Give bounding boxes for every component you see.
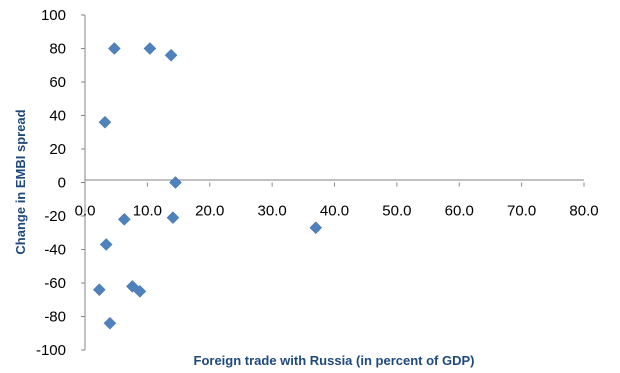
x-tick-label: 50.0 (382, 203, 411, 220)
x-tick-label: 20.0 (195, 203, 224, 220)
data-point (126, 279, 139, 293)
x-tick-label: 80.0 (569, 203, 598, 220)
y-tick-label: 40 (49, 108, 66, 125)
y-tick-label: -20 (44, 208, 66, 225)
y-tick-label: 100 (41, 7, 66, 24)
x-tick-label: 60.0 (445, 203, 474, 220)
x-tick-label: 70.0 (507, 203, 536, 220)
data-point (99, 238, 113, 251)
data-point (309, 221, 323, 235)
x-tick-label: 0.0 (75, 203, 96, 220)
y-tick-label: -40 (44, 242, 66, 259)
data-point (107, 42, 121, 55)
data-point (92, 283, 106, 297)
y-tick-label: -80 (44, 309, 66, 326)
y-tick-label: 20 (49, 141, 66, 158)
data-point (103, 316, 117, 330)
data-point (98, 115, 112, 129)
x-tick-label: 30.0 (258, 203, 287, 220)
data-point (169, 176, 182, 189)
y-tick-label: -60 (44, 275, 66, 292)
x-axis-title: Foreign trade with Russia (in percent of… (194, 353, 475, 368)
x-axis-ticks: 0.0 10.0 20.0 30.0 40.0 50.0 60.0 70.0 80.0 (75, 182, 599, 220)
data-point (117, 212, 131, 226)
y-axis-title: Change in EMBI spread (13, 109, 28, 254)
y-tick-label: -100 (36, 342, 66, 359)
y-tick-label: 80 (49, 41, 66, 58)
x-tick-label: 40.0 (320, 203, 349, 220)
data-point (166, 211, 180, 225)
x-tick-label: 10.0 (133, 203, 162, 220)
data-point (164, 48, 178, 62)
data-point (143, 42, 157, 55)
y-tick-label: 60 (49, 74, 66, 91)
y-axis-ticks: 100 80 60 40 20 0 -20 -40 -60 -80 -100 (36, 7, 85, 359)
data-points (92, 42, 323, 330)
y-tick-label: 0 (58, 175, 66, 192)
data-point (133, 285, 147, 298)
